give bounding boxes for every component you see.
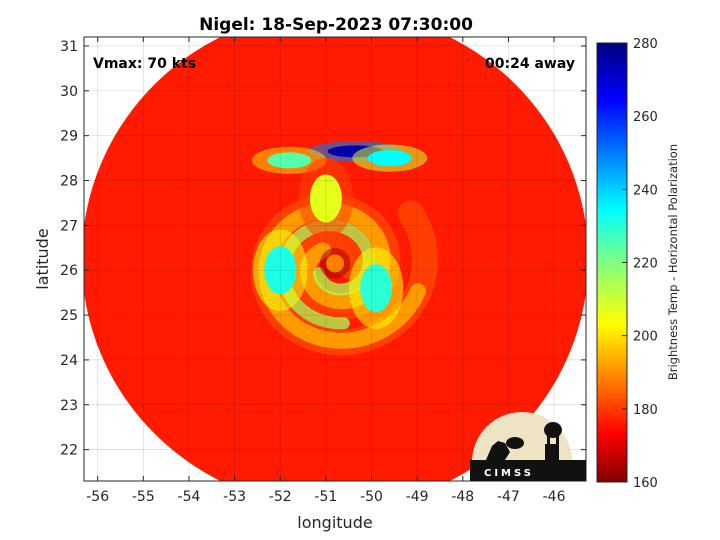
y-tick-label: 26 — [60, 263, 78, 279]
y-tick-label: 27 — [60, 218, 78, 234]
y-tick-label: 30 — [60, 84, 78, 100]
swath-disc — [84, 37, 586, 481]
y-tick-label: 22 — [60, 443, 78, 459]
y-axis-ticks: 22 23 24 25 26 27 28 29 30 31 — [60, 39, 586, 459]
brightness-temp-swath — [84, 37, 586, 481]
x-tick-label: -56 — [86, 489, 109, 505]
y-tick-label: 23 — [60, 398, 78, 414]
x-tick-label: -55 — [132, 489, 155, 505]
plot-frame — [83, 36, 587, 482]
time-away-annotation: 00:24 away — [485, 56, 575, 72]
satellite-dish-icon-2 — [506, 437, 524, 449]
rainband-feature — [264, 246, 297, 295]
colorbar-tick-label: 180 — [633, 403, 658, 418]
rainband-feature — [309, 174, 342, 223]
cimss-logo: CIMSS — [470, 412, 586, 481]
colorbar-tick-label: 280 — [633, 37, 658, 52]
x-tick-label: -47 — [497, 489, 520, 505]
y-tick-label: 25 — [60, 308, 78, 324]
y-tick-label: 29 — [60, 129, 78, 145]
x-axis-label: longitude — [297, 513, 372, 532]
colorbar-tick-label: 200 — [633, 330, 658, 345]
satellite-dish-icon — [486, 441, 510, 460]
x-tick-label: -49 — [406, 489, 429, 505]
x-tick-label: -54 — [178, 489, 201, 505]
colorbar-tick-label: 260 — [633, 110, 658, 125]
grid-lines — [84, 37, 586, 481]
colorbar-ticks: 160 180 200 220 240 260 280 — [622, 37, 658, 491]
rainband-feature — [360, 264, 393, 313]
x-tick-label: -53 — [223, 489, 246, 505]
x-tick-label: -50 — [360, 489, 383, 505]
chart-title: Nigel: 18-Sep-2023 07:30:00 — [199, 15, 473, 35]
logo-text: CIMSS — [484, 468, 534, 479]
x-axis-ticks: -56 -55 -54 -53 -52 -51 -50 -49 -48 -47 -46 — [86, 37, 566, 505]
cold-band-feature — [367, 150, 412, 167]
y-tick-label: 24 — [60, 353, 78, 369]
vmax-annotation: Vmax: 70 kts — [93, 56, 196, 72]
cold-band-feature — [267, 152, 312, 169]
colorbar-tick-label: 160 — [633, 476, 658, 491]
x-tick-label: -52 — [269, 489, 292, 505]
y-tick-label: 28 — [60, 174, 78, 190]
x-tick-label: -51 — [314, 489, 337, 505]
eye-feature — [326, 254, 344, 273]
spiral-rainband-1 — [258, 202, 426, 349]
x-tick-label: -46 — [543, 489, 566, 505]
colorbar-tick-label: 220 — [633, 257, 658, 272]
y-tick-label: 31 — [60, 39, 78, 55]
logo-banner — [470, 460, 586, 481]
x-tick-label: -48 — [451, 489, 474, 505]
colorbar-tick-label: 240 — [633, 183, 658, 198]
y-axis-label: latitude — [33, 228, 52, 289]
colorbar-label: Brightness Temp - Horizontal Polarizatio… — [666, 144, 680, 380]
